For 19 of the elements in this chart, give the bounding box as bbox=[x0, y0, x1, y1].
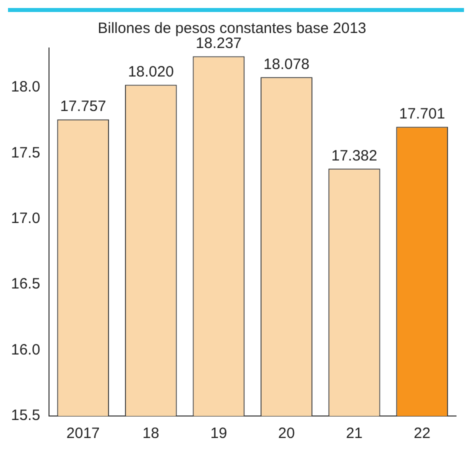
y-tick-label: 15.5 bbox=[10, 407, 40, 424]
data-label: 17.701 bbox=[399, 105, 446, 122]
x-tick-label: 22 bbox=[414, 425, 430, 442]
x-tick-label: 19 bbox=[210, 425, 228, 442]
data-label: 17.382 bbox=[331, 147, 378, 164]
x-tick-label: 2017 bbox=[66, 425, 100, 442]
data-label: 18.020 bbox=[128, 63, 174, 80]
y-tick-label: 17.0 bbox=[10, 210, 40, 227]
chart-title: Billones de pesos constantes base 2013 bbox=[98, 20, 366, 38]
x-tick-label: 18 bbox=[142, 425, 160, 442]
x-tick-label: 21 bbox=[346, 425, 363, 442]
y-tick-label: 18.0 bbox=[10, 78, 40, 96]
y-tick-label: 17.5 bbox=[10, 144, 40, 162]
data-label: 18.237 bbox=[196, 34, 242, 52]
y-tick-label: 16.5 bbox=[10, 276, 40, 293]
data-label: 18.078 bbox=[264, 56, 310, 73]
x-tick-label: 20 bbox=[278, 425, 295, 442]
data-label: 17.757 bbox=[60, 98, 106, 116]
y-tick-label: 16.0 bbox=[10, 341, 40, 358]
